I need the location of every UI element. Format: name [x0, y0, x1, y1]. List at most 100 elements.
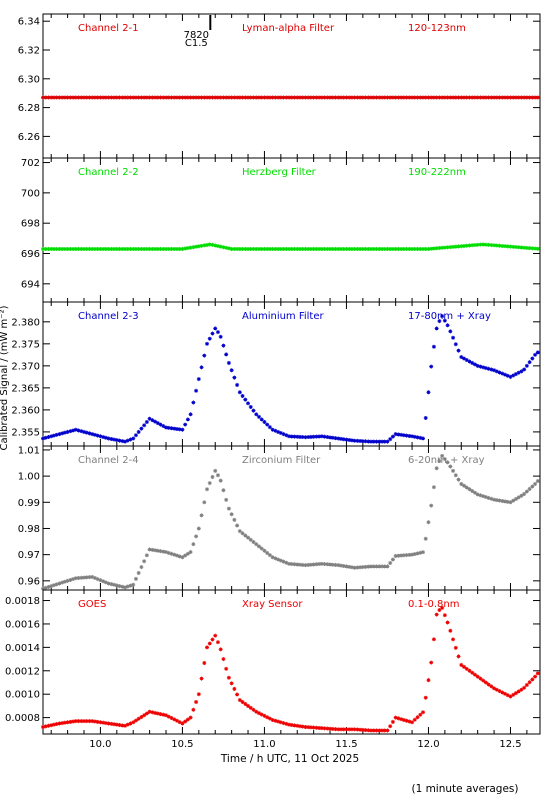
data-point — [489, 95, 494, 100]
panel-3: 2.355 2.360 2.365 2.370 2.375 2.380 Channel 2-… — [11, 301, 541, 447]
data-point — [437, 319, 442, 324]
data-point — [256, 95, 261, 100]
data-point — [382, 564, 387, 569]
data-point — [317, 562, 322, 567]
data-point — [202, 95, 207, 100]
data-point — [106, 436, 111, 441]
data-point — [256, 711, 261, 716]
data-point — [57, 246, 62, 251]
data-point — [355, 727, 360, 732]
data-point — [456, 348, 461, 353]
data-point — [300, 95, 305, 100]
data-point — [516, 245, 521, 250]
y-tick-label: 700 — [21, 188, 40, 199]
data-point — [150, 246, 155, 251]
data-point — [62, 246, 67, 251]
data-point — [101, 95, 106, 100]
data-point — [235, 246, 240, 251]
data-point — [62, 579, 67, 584]
data-point — [207, 481, 212, 486]
data-point — [248, 404, 253, 409]
data-point — [404, 553, 409, 558]
data-point — [267, 425, 272, 430]
data-point — [177, 246, 182, 251]
data-point — [412, 552, 417, 557]
data-point — [489, 243, 494, 248]
data-point — [363, 728, 368, 733]
data-point — [352, 246, 357, 251]
data-point — [330, 562, 335, 567]
data-point — [374, 564, 379, 569]
data-point — [453, 645, 458, 650]
data-point — [530, 484, 535, 489]
data-point — [287, 246, 292, 251]
data-point — [185, 246, 190, 251]
data-point — [73, 95, 78, 100]
data-point — [533, 246, 538, 251]
data-point — [308, 562, 313, 567]
data-point — [472, 243, 477, 248]
data-point — [475, 363, 480, 368]
data-point — [379, 95, 384, 100]
data-point — [429, 246, 434, 251]
data-point — [497, 498, 502, 503]
data-point — [281, 246, 286, 251]
data-point — [128, 246, 133, 251]
data-point — [347, 727, 352, 732]
data-point — [188, 412, 193, 417]
data-point — [136, 429, 141, 434]
data-point — [426, 95, 431, 100]
data-point — [519, 95, 524, 100]
data-point — [49, 95, 54, 100]
data-point — [199, 365, 204, 370]
data-point — [62, 430, 67, 435]
data-point — [123, 439, 128, 444]
data-point — [62, 720, 67, 725]
data-point — [276, 95, 281, 100]
data-point — [164, 550, 169, 555]
data-point — [481, 365, 486, 370]
data-point — [494, 498, 499, 503]
data-point — [497, 689, 502, 694]
data-point — [527, 360, 532, 365]
data-point — [494, 243, 499, 248]
data-point — [166, 246, 171, 251]
y-tick-label: 0.97 — [18, 550, 40, 561]
data-point — [377, 439, 382, 444]
data-point — [256, 544, 261, 549]
data-point — [194, 700, 199, 704]
data-point — [358, 246, 363, 251]
data-point — [382, 95, 387, 100]
panel-band-label: 17-80nm + Xray — [408, 311, 491, 322]
panel-channel-label: Channel 2-2 — [78, 167, 139, 178]
data-point — [486, 495, 491, 500]
data-point — [492, 243, 497, 248]
data-point — [196, 692, 201, 697]
data-point — [125, 722, 130, 727]
y-tick-label: 6.34 — [18, 17, 40, 28]
data-point — [407, 719, 412, 724]
data-point — [440, 245, 445, 250]
data-point — [54, 246, 59, 251]
data-point — [172, 95, 177, 100]
data-point — [369, 728, 374, 733]
data-point — [210, 331, 215, 336]
data-point — [287, 561, 292, 566]
data-point — [314, 246, 319, 251]
data-point — [494, 95, 499, 100]
data-point — [265, 715, 270, 720]
data-point — [440, 314, 445, 319]
data-point — [243, 246, 248, 251]
data-point — [267, 246, 272, 251]
data-point — [418, 712, 423, 717]
data-point — [535, 350, 540, 355]
data-point — [43, 246, 48, 251]
data-point — [254, 412, 259, 417]
data-point — [51, 433, 56, 438]
data-point — [232, 95, 237, 100]
data-point — [43, 585, 48, 590]
data-point — [98, 434, 103, 439]
data-point — [207, 95, 212, 100]
data-point — [267, 95, 272, 100]
data-point — [248, 95, 253, 100]
